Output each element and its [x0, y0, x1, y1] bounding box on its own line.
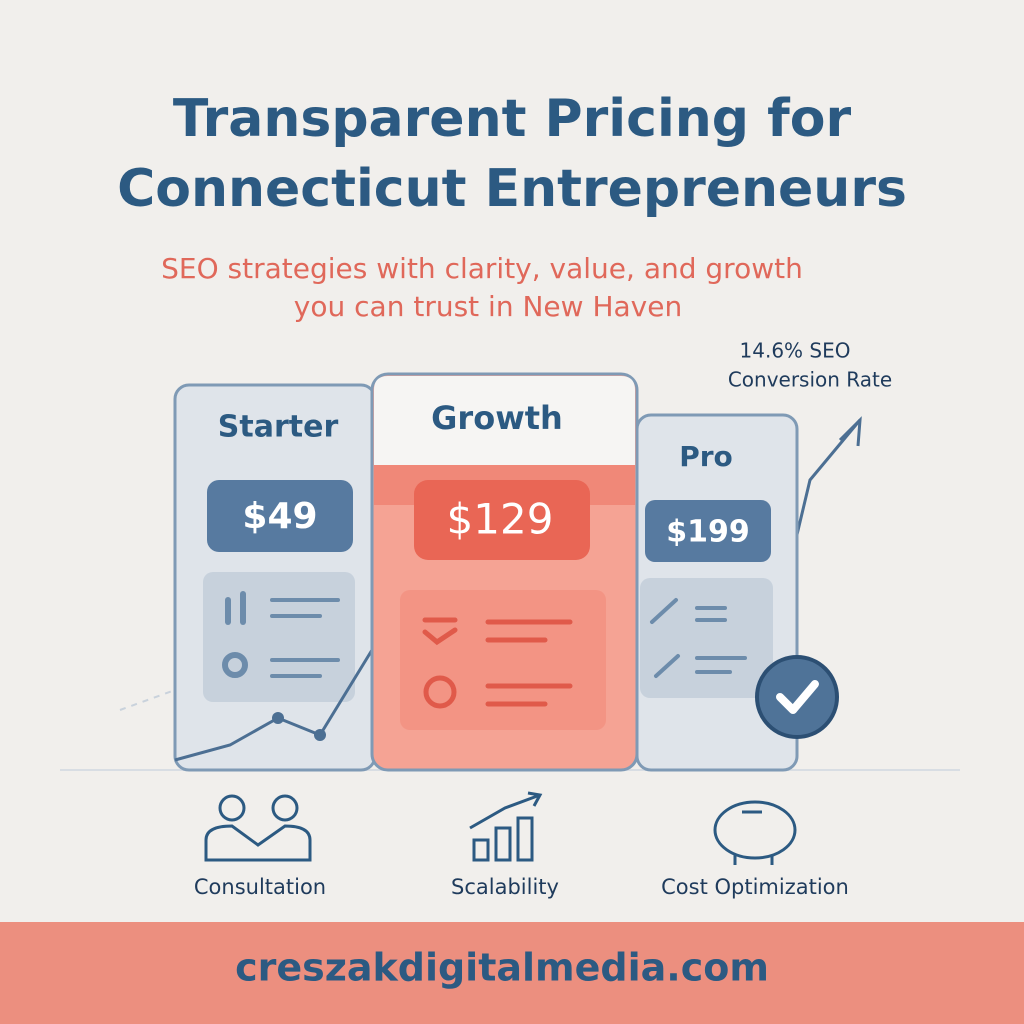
title-line: Connecticut Entrepreneurs — [117, 159, 907, 219]
price-pill — [645, 500, 771, 562]
feature-label: Scalability — [451, 875, 559, 899]
title-line: Transparent Pricing for — [173, 89, 852, 149]
footer-url: creszakdigitalmedia.com — [235, 946, 769, 990]
feature-box — [203, 572, 355, 702]
footer-band — [0, 922, 1024, 1024]
arrow-head — [527, 791, 543, 807]
person — [271, 794, 299, 822]
subtitle-line: SEO strategies with clarity, value, and … — [161, 252, 803, 285]
feature-icons — [422, 617, 573, 709]
stat-line: 14.6% SEO — [740, 339, 851, 363]
plan-price: $199 — [666, 515, 750, 550]
card-header — [374, 376, 635, 465]
feature-icon — [713, 800, 797, 865]
dashed-line — [119, 689, 176, 711]
check-mark — [776, 680, 819, 714]
icon — [423, 675, 457, 709]
subtitle-line: you can trust in New Haven — [294, 290, 682, 323]
price-pill — [207, 480, 353, 552]
plan-name: Starter — [218, 410, 339, 445]
bar — [472, 838, 490, 862]
icon — [654, 654, 680, 678]
icon — [422, 627, 458, 646]
handshake — [204, 824, 312, 862]
plan-name: Pro — [679, 440, 733, 473]
check-badge — [755, 655, 839, 739]
icon — [650, 598, 678, 624]
icon — [222, 652, 248, 678]
plan-price: $129 — [447, 495, 554, 544]
stat-line: Conversion Rate — [728, 368, 892, 392]
person — [218, 794, 246, 822]
feature-icons — [222, 591, 340, 678]
arrow-head — [838, 416, 862, 447]
piggy-bank — [713, 800, 797, 860]
plan-price: $49 — [242, 496, 317, 537]
plan-name: Growth — [431, 399, 563, 437]
arrow — [469, 793, 541, 830]
feature-icons — [650, 598, 747, 678]
price-pill — [414, 480, 590, 560]
feature-box — [400, 590, 606, 730]
bar — [494, 826, 512, 862]
feature-icon — [469, 791, 543, 862]
bar — [516, 816, 534, 862]
feature-box — [640, 578, 773, 698]
dot — [314, 729, 326, 741]
feature-icon — [204, 794, 312, 862]
dot — [272, 712, 284, 724]
feature-label: Cost Optimization — [661, 875, 849, 899]
feature-label: Consultation — [194, 875, 326, 899]
